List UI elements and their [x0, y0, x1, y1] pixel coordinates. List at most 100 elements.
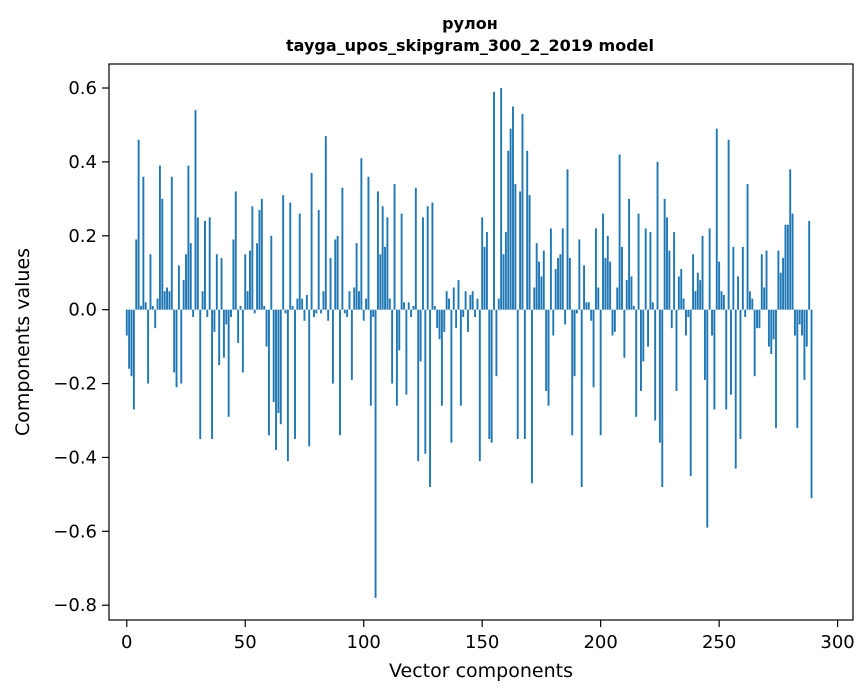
bar-166 — [519, 191, 522, 310]
bar-224 — [656, 161, 659, 310]
bar-125 — [422, 217, 424, 310]
bar-167 — [521, 113, 524, 310]
bar-30 — [196, 217, 199, 310]
bar-80 — [315, 309, 318, 314]
bar-252 — [722, 294, 725, 310]
bar-134 — [443, 309, 446, 332]
bar-7 — [142, 176, 145, 310]
bar-0 — [125, 309, 128, 336]
bar-220 — [647, 309, 649, 347]
bar-191 — [578, 239, 581, 310]
bar-28 — [192, 309, 195, 318]
bar-107 — [379, 254, 382, 310]
chart-title-line1: рулон — [442, 14, 498, 33]
bar-237 — [687, 309, 690, 318]
bar-197 — [592, 309, 595, 388]
bar-233 — [677, 276, 680, 310]
bar-64 — [277, 309, 280, 414]
y-tick-label: −0.4 — [53, 447, 97, 468]
y-axis: −0.8 −0.6 −0.4 −0.2 0.0 0.2 0.4 0.6 — [53, 78, 109, 616]
bar-105 — [374, 309, 377, 598]
bar-215 — [635, 309, 638, 417]
bar-10 — [149, 254, 152, 310]
bar-25 — [185, 254, 187, 310]
bar-247 — [711, 309, 713, 336]
x-tick-label: 150 — [465, 632, 499, 653]
bar-18 — [168, 291, 171, 310]
bar-244 — [703, 309, 706, 380]
bar-31 — [199, 309, 202, 439]
bar-124 — [419, 309, 422, 362]
x-tick-label: 250 — [702, 632, 736, 653]
bar-274 — [775, 309, 777, 428]
y-tick-label: 0.6 — [68, 78, 97, 99]
x-tick-label: 300 — [820, 632, 854, 653]
bar-155 — [493, 91, 495, 310]
bar-229 — [668, 250, 671, 310]
bar-112 — [391, 309, 394, 384]
bar-43 — [227, 309, 230, 417]
bar-23 — [180, 309, 183, 384]
bar-14 — [158, 165, 161, 310]
bar-142 — [462, 309, 465, 318]
bar-51 — [246, 291, 249, 310]
bar-65 — [279, 309, 282, 425]
bar-74 — [301, 298, 304, 310]
bar-90 — [339, 309, 341, 436]
bar-15 — [161, 198, 164, 310]
bar-8 — [144, 302, 147, 310]
bar-282 — [794, 309, 796, 336]
bar-6 — [140, 305, 142, 310]
bar-45 — [232, 239, 235, 310]
bar-154 — [490, 309, 493, 443]
bar-40 — [220, 257, 223, 310]
bar-163 — [512, 106, 514, 310]
bar-11 — [151, 305, 154, 310]
bar-123 — [417, 309, 420, 462]
bar-200 — [599, 309, 602, 436]
bar-159 — [502, 254, 505, 310]
bar-71 — [294, 309, 296, 439]
bar-179 — [549, 228, 552, 310]
bar-58 — [263, 305, 266, 310]
bar-286 — [803, 309, 806, 380]
bar-41 — [222, 309, 225, 358]
y-tick-label: −0.8 — [53, 595, 97, 616]
x-axis-label: Vector components — [389, 660, 573, 682]
bar-34 — [206, 309, 209, 318]
bar-180 — [552, 309, 555, 336]
bar-205 — [611, 309, 614, 336]
bar-187 — [568, 257, 571, 310]
bar-5 — [137, 139, 140, 310]
bar-131 — [436, 309, 439, 329]
bar-262 — [746, 184, 749, 310]
bar-83 — [322, 291, 325, 310]
bar-39 — [218, 309, 221, 366]
bar-226 — [661, 309, 664, 487]
bar-236 — [685, 309, 687, 336]
bar-269 — [763, 287, 766, 310]
bar-202 — [604, 257, 607, 310]
bar-33 — [204, 221, 206, 310]
bar-263 — [748, 291, 751, 310]
bar-162 — [509, 128, 512, 310]
bar-210 — [623, 309, 626, 358]
bar-46 — [234, 191, 237, 310]
bar-181 — [554, 269, 557, 310]
bar-265 — [753, 309, 756, 377]
bar-268 — [760, 254, 763, 310]
bar-106 — [376, 191, 379, 310]
bar-87 — [331, 309, 334, 384]
bar-9 — [147, 309, 150, 384]
bar-276 — [779, 272, 782, 310]
bar-158 — [500, 88, 503, 310]
bar-113 — [393, 184, 396, 310]
bar-130 — [433, 305, 436, 310]
bar-49 — [241, 309, 244, 373]
bar-3 — [132, 309, 135, 410]
bar-47 — [237, 309, 240, 343]
bar-150 — [481, 217, 484, 310]
y-tick-label: 0.0 — [68, 300, 97, 321]
bar-77 — [308, 309, 311, 447]
bar-114 — [395, 309, 398, 406]
